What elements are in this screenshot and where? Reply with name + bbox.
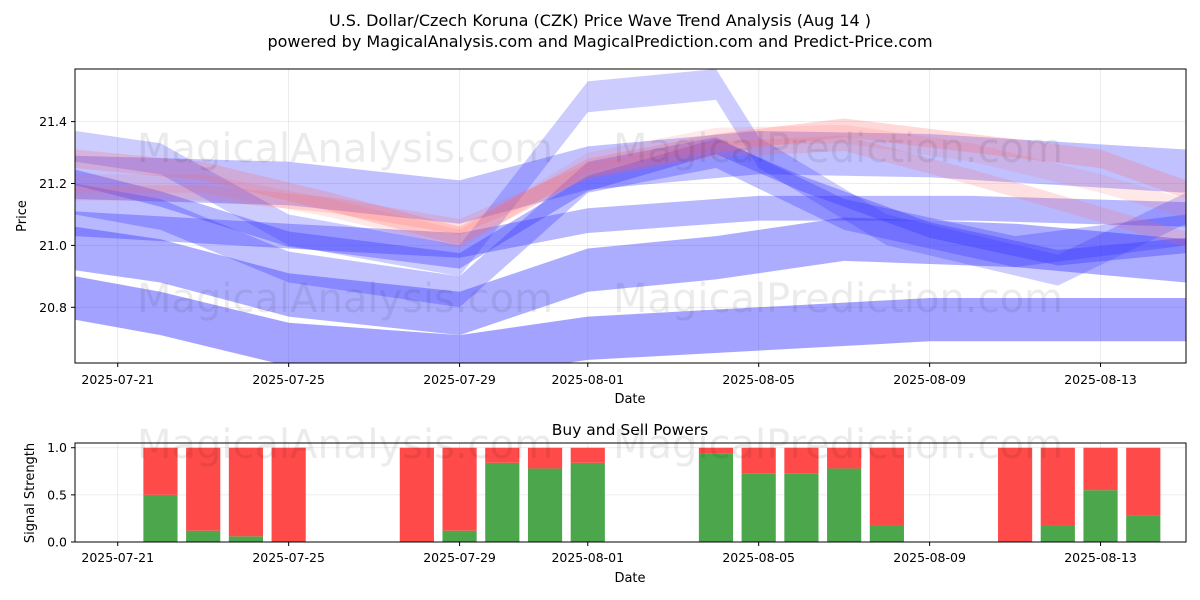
price-band-blue-band-3 [75, 69, 1186, 286]
buy-bar [1040, 525, 1075, 542]
sell-bar [186, 447, 221, 531]
price-y-tick-label: 20.8 [39, 300, 67, 315]
price-band-red-band-3 [75, 124, 1186, 249]
power-x-tick-label: 2025-08-01 [551, 550, 624, 565]
watermark-prediction-top: MagicalPrediction.com [613, 126, 1063, 172]
price-grid [75, 69, 1186, 363]
price-y-tick-label: 21.4 [39, 114, 67, 129]
price-band-blue-band-6 [75, 276, 1186, 363]
sell-bar [228, 447, 264, 537]
buy-bar [1083, 490, 1118, 542]
sell-bar [399, 447, 434, 542]
sell-bar [827, 447, 862, 469]
buy-bar [186, 530, 221, 542]
watermark-analysis-top: MagicalAnalysis.com [137, 126, 553, 172]
sell-bar [997, 447, 1033, 542]
sell-bar [784, 447, 819, 474]
price-band-blue-band-2 [75, 137, 1186, 308]
buy-bar [570, 462, 605, 542]
power-y-tick-label: 0.5 [47, 487, 67, 502]
price-band-red-band-1 [75, 118, 1186, 246]
price-x-tick-label: 2025-07-25 [252, 372, 325, 387]
sell-bar [869, 447, 904, 526]
power-x-tick-label: 2025-07-25 [252, 550, 325, 565]
watermark-prediction-power: MagicalPrediction.com [613, 422, 1063, 468]
price-band-blue-band-7 [75, 138, 1186, 269]
sell-bar [143, 447, 178, 495]
sell-bar [485, 447, 520, 463]
buy-bar [442, 530, 477, 542]
price-band-blue-band-4 [75, 130, 1186, 224]
power-x-tick-label: 2025-08-05 [722, 550, 795, 565]
buy-bar [784, 473, 819, 542]
price-y-axis-title: Price [15, 200, 30, 232]
price-x-ticks: 2025-07-21 2025-07-25 2025-07-29 2025-08-01… [81, 363, 1137, 387]
watermark-analysis-bottom: MagicalAnalysis.com [137, 276, 553, 322]
sell-bar [1040, 447, 1075, 526]
buy-bar [485, 462, 520, 542]
buy-bar [228, 536, 264, 542]
price-x-tick-label: 2025-07-21 [81, 372, 154, 387]
power-x-axis-title: Date [614, 571, 645, 586]
power-x-ticks: 2025-07-21 2025-07-25 2025-07-29 2025-08-01… [81, 542, 1137, 565]
sell-bar [442, 447, 477, 531]
power-y-ticks: 0.0 0.5 1.0 [47, 440, 75, 550]
price-x-tick-label: 2025-07-29 [423, 372, 496, 387]
power-y-tick-label: 0.0 [47, 535, 67, 550]
buy-bar [527, 468, 563, 542]
price-band-red-band-2 [75, 135, 1186, 247]
power-chart-title: Buy and Sell Powers [552, 421, 709, 439]
price-y-tick-label: 21.2 [39, 176, 67, 191]
chart-title-line1: U.S. Dollar/Czech Koruna (CZK) Price Wav… [329, 11, 871, 30]
power-y-axis-title: Signal Strength [23, 443, 38, 543]
power-x-tick-label: 2025-08-09 [893, 550, 966, 565]
price-bands [75, 69, 1186, 363]
price-x-tick-label: 2025-08-13 [1064, 372, 1137, 387]
chart-title-line2: powered by MagicalAnalysis.com and Magic… [267, 32, 932, 51]
price-x-tick-label: 2025-08-05 [722, 372, 795, 387]
buy-bar [698, 453, 734, 542]
price-x-tick-label: 2025-08-01 [551, 372, 624, 387]
price-plot-frame [74, 68, 1187, 364]
power-bars [143, 447, 1161, 542]
sell-bar [527, 447, 563, 469]
price-y-tick-label: 21.0 [39, 238, 67, 253]
sell-bar [741, 447, 776, 474]
price-band-blue-band-1 [75, 195, 1186, 258]
sell-bar [698, 447, 734, 454]
buy-bar [869, 525, 904, 542]
price-band-blue-band-5 [75, 217, 1186, 336]
power-y-tick-label: 1.0 [47, 440, 67, 455]
price-x-axis-title: Date [614, 392, 645, 407]
sell-bar [271, 447, 306, 542]
sell-bar [1083, 447, 1118, 491]
power-x-tick-label: 2025-07-21 [81, 550, 154, 565]
power-chart: Buy and Sell Powers MagicalAnalysis.com … [23, 421, 1187, 586]
buy-bar [143, 494, 178, 542]
price-x-tick-label: 2025-08-09 [893, 372, 966, 387]
buy-bar [827, 468, 862, 542]
power-x-tick-label: 2025-07-29 [423, 550, 496, 565]
price-y-ticks: 20.8 21.0 21.2 21.4 [39, 114, 75, 315]
buy-bar [741, 473, 776, 542]
watermark-prediction-bottom: MagicalPrediction.com [613, 276, 1063, 322]
power-x-tick-label: 2025-08-13 [1064, 550, 1137, 565]
power-plot-frame [74, 442, 1187, 543]
buy-bar [1126, 515, 1161, 542]
sell-bar [570, 447, 605, 463]
sell-bar [1126, 447, 1161, 516]
price-chart: MagicalAnalysis.com MagicalPrediction.co… [15, 68, 1187, 407]
watermark-analysis-power: MagicalAnalysis.com [137, 422, 553, 468]
